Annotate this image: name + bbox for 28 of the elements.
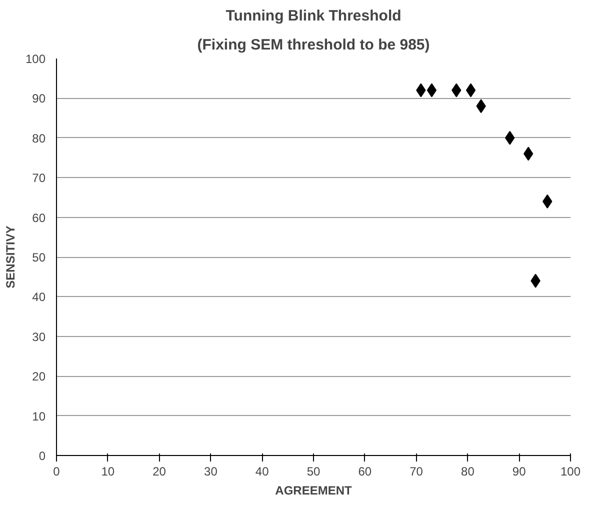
y-tick-label: 70 xyxy=(32,171,46,186)
x-tick-label: 80 xyxy=(461,464,475,478)
y-tick-label: 80 xyxy=(32,131,46,146)
point xyxy=(426,83,437,98)
x-axis-title: AGREEMENT xyxy=(275,484,353,498)
y-tick-label: 100 xyxy=(25,52,46,66)
y-tick-label: 90 xyxy=(32,92,46,106)
x-tick-label: 20 xyxy=(152,464,166,478)
x-tick-label: 60 xyxy=(358,464,372,478)
y-tick-label: 60 xyxy=(32,210,46,225)
x-tick-label: 10 xyxy=(101,464,115,478)
y-tick-label: 10 xyxy=(32,409,46,424)
chart-subtitle: (Fixing SEM threshold to be 985) xyxy=(197,36,430,54)
x-tick-label: 50 xyxy=(306,464,320,478)
y-tick-label: 30 xyxy=(32,330,46,344)
x-tick-label: 70 xyxy=(410,464,424,478)
x-tick-label: 30 xyxy=(204,464,218,478)
x-tick-label: 0 xyxy=(53,464,60,478)
y-tick-label: 0 xyxy=(38,449,46,463)
y-tick-label: 40 xyxy=(32,290,46,304)
y-tick-label: 20 xyxy=(32,370,46,384)
point xyxy=(466,83,476,98)
chart-title: Tunning Blink Threshold xyxy=(226,8,402,24)
y-axis-title: SENSITIVY xyxy=(3,226,18,288)
y-tick-label: 50 xyxy=(32,250,46,264)
x-tick-label: 90 xyxy=(512,464,526,478)
x-tick-label: 100 xyxy=(560,464,581,478)
x-tick-label: 40 xyxy=(255,464,270,478)
